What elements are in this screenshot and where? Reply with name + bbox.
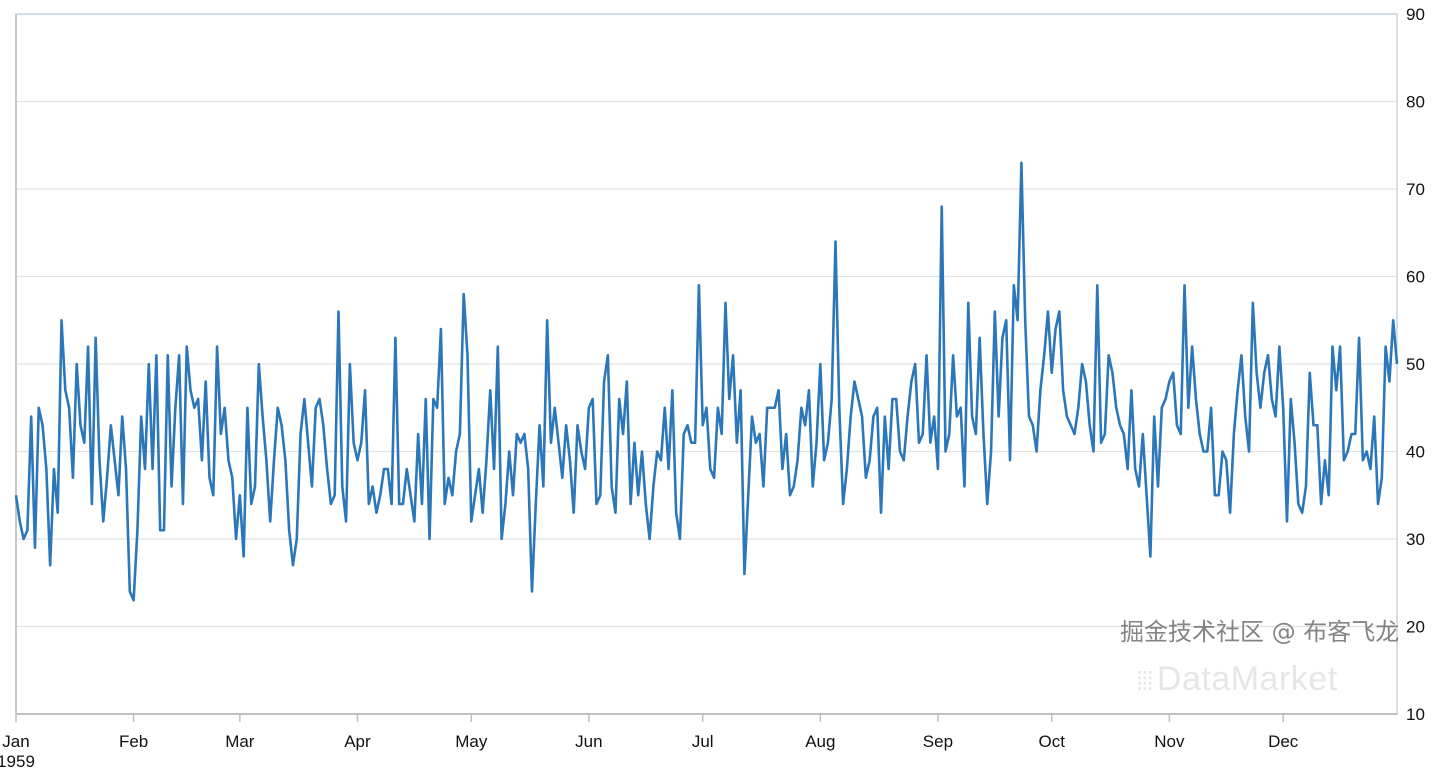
- x-tick-label: Sep: [923, 732, 953, 751]
- y-tick-label: 70: [1406, 180, 1425, 199]
- credit-watermark: 掘金技术社区 @ 布客飞龙: [1120, 618, 1400, 646]
- x-tick-label: Apr: [344, 732, 371, 751]
- x-tick-label: May: [455, 732, 488, 751]
- x-tick-label: Feb: [119, 732, 148, 751]
- datamarket-watermark: ⁞⁞⁞ DataMarket: [1136, 660, 1338, 699]
- series-line: [14, 161, 1399, 602]
- y-tick-label: 50: [1406, 355, 1425, 374]
- x-tick-sublabel: 1959: [0, 752, 35, 771]
- x-tick-label: Dec: [1268, 732, 1299, 751]
- x-tick-label: Jun: [575, 732, 602, 751]
- y-tick-label: 20: [1406, 618, 1425, 637]
- x-tick-label: Nov: [1154, 732, 1185, 751]
- y-tick-label: 30: [1406, 530, 1425, 549]
- datamarket-logo-icon: ⁞⁞⁞: [1136, 666, 1157, 696]
- y-tick-label: 80: [1406, 93, 1425, 112]
- x-tick-label: Mar: [225, 732, 255, 751]
- y-tick-label: 40: [1406, 443, 1425, 462]
- watermark-text: DataMarket: [1156, 660, 1338, 698]
- x-tick-label: Jan: [2, 732, 29, 751]
- y-tick-label: 60: [1406, 268, 1425, 287]
- x-tick-label: Aug: [805, 732, 835, 751]
- x-tick-label: Jul: [692, 732, 714, 751]
- y-tick-label: 90: [1406, 5, 1425, 24]
- y-tick-label: 10: [1406, 705, 1425, 724]
- y-axis-ticks: 10 20 30 40 50 60 70 80 90: [1406, 5, 1425, 724]
- x-tick-label: Oct: [1039, 732, 1066, 751]
